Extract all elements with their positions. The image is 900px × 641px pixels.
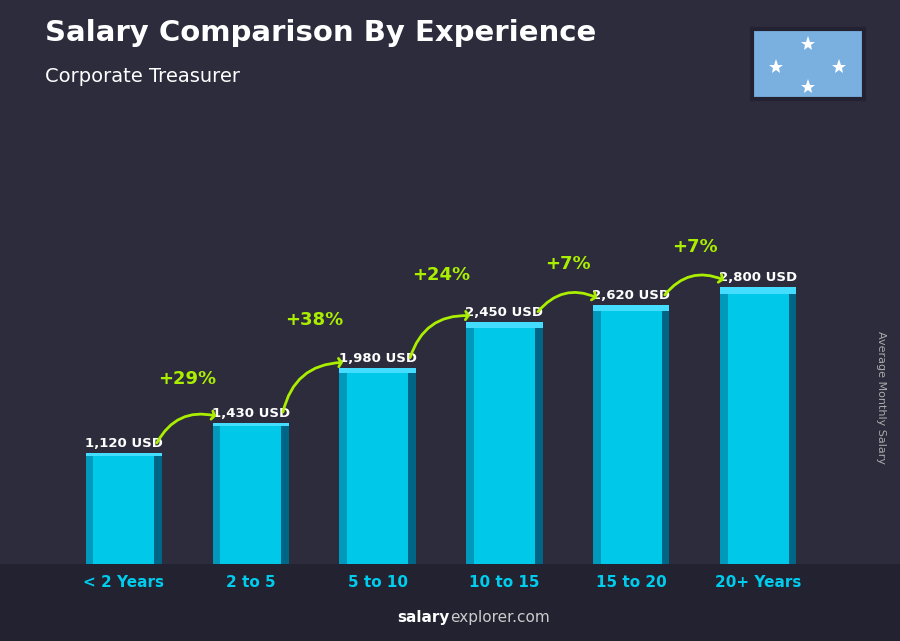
Text: 2,800 USD: 2,800 USD — [719, 271, 797, 284]
Text: +7%: +7% — [672, 238, 717, 256]
Bar — [212, 422, 220, 564]
Bar — [154, 453, 162, 564]
Bar — [408, 369, 416, 564]
Bar — [466, 322, 543, 564]
Text: Salary Comparison By Experience: Salary Comparison By Experience — [45, 19, 596, 47]
Text: 1,120 USD: 1,120 USD — [85, 437, 163, 451]
Bar — [339, 369, 416, 373]
Bar — [466, 322, 474, 564]
Bar — [212, 422, 289, 564]
Bar — [339, 369, 416, 564]
Text: explorer.com: explorer.com — [450, 610, 550, 625]
Text: +38%: +38% — [285, 311, 343, 329]
Text: 2,620 USD: 2,620 USD — [592, 289, 670, 302]
Text: 1,980 USD: 1,980 USD — [338, 353, 417, 365]
Bar — [720, 287, 796, 294]
Text: +29%: +29% — [158, 370, 216, 388]
Text: +7%: +7% — [545, 255, 590, 273]
Bar — [662, 305, 670, 564]
Bar — [720, 287, 796, 564]
Bar — [593, 305, 670, 312]
Text: 2,450 USD: 2,450 USD — [465, 306, 544, 319]
Text: Corporate Treasurer: Corporate Treasurer — [45, 67, 240, 87]
Bar — [86, 453, 94, 564]
Text: salary: salary — [398, 610, 450, 625]
Bar — [86, 453, 162, 564]
Text: 1,430 USD: 1,430 USD — [212, 406, 290, 420]
Bar — [281, 422, 289, 564]
Bar — [466, 322, 543, 328]
Bar — [86, 453, 162, 456]
Bar — [535, 322, 543, 564]
Text: +24%: +24% — [412, 266, 470, 284]
Bar — [212, 422, 289, 426]
Bar — [788, 287, 796, 564]
Bar — [339, 369, 347, 564]
Bar — [593, 305, 601, 564]
Bar — [593, 305, 670, 564]
Bar — [720, 287, 728, 564]
Text: Average Monthly Salary: Average Monthly Salary — [877, 331, 886, 464]
